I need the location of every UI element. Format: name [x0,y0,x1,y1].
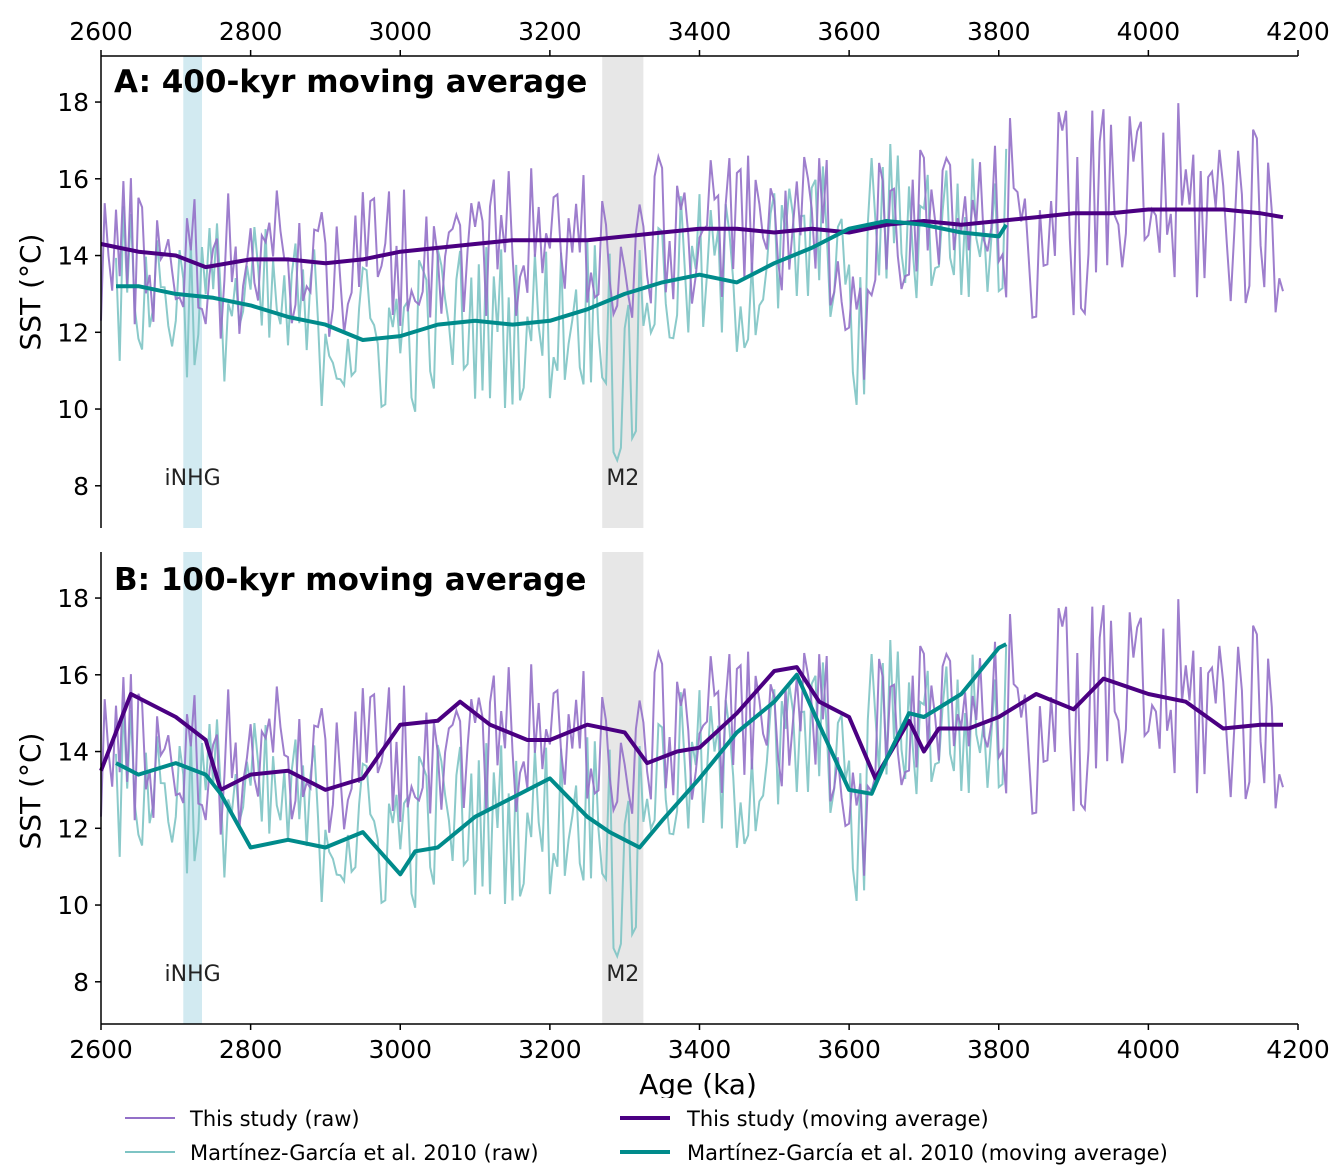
x-tick-label: 3800 [967,17,1031,46]
panel-a-smoothed-series [100,207,1284,342]
event-label-inhg: iNHG [165,466,221,491]
y-tick-label: 10 [57,891,89,920]
legend-label: Martínez-García et al. 2010 (moving aver… [687,1141,1168,1165]
x-tick-label: 2800 [219,1035,283,1064]
legend-label: Martínez-García et al. 2010 (raw) [190,1141,539,1165]
y-tick-label: 8 [73,472,89,501]
series-line-martinez-garcia-raw [115,143,1008,464]
panel-b-smoothed-series [99,642,1283,877]
x-tick-label: 3400 [668,1035,732,1064]
y-tick-label: 14 [57,242,89,271]
x-tick-label: 3600 [817,1035,881,1064]
panel-b-x-axis-label: Age (ka) [639,1068,757,1098]
series-line-mg-smooth [116,219,1008,342]
legend-label: This study (raw) [189,1107,360,1131]
series-line-this-study-raw [100,103,1284,380]
panel-a-y-axis-label: SST (°C) [14,234,47,351]
panel-a-axes: 8 10 12 14 16 18 2600 2800 3000 3200 3400 3600 3800 4… [57,17,1330,528]
legend: This study (raw) This study (moving aver… [125,1107,1168,1165]
x-tick-label: 4200 [1266,1035,1330,1064]
series-line-this-study-raw [100,599,1284,876]
x-tick-label: 2600 [69,1035,133,1064]
y-tick-label: 18 [57,584,89,613]
panel-b-event-bands [183,552,644,1024]
y-tick-label: 16 [57,661,89,690]
x-tick-label: 2600 [69,17,133,46]
sst-figure: 8 10 12 14 16 18 2600 2800 3000 3200 3400 3600 3800 4… [14,17,1330,1098]
legend-item-this-smooth: This study (moving average) [620,1107,989,1131]
series-line-this-smooth [100,207,1284,270]
panel-b: 8 10 12 14 16 18 2600 2800 3000 3200 3400 3600 3800 4… [14,552,1330,1098]
x-tick-label: 4000 [1117,1035,1181,1064]
x-tick-label: 3000 [368,1035,432,1064]
panel-b-y-axis-label: SST (°C) [14,733,47,850]
panel-a-raw-series [100,103,1284,464]
y-tick-label: 8 [73,968,89,997]
x-tick-label: 3200 [518,1035,582,1064]
legend-item-this-raw: This study (raw) [125,1107,360,1131]
y-tick-label: 10 [57,395,89,424]
legend-label: This study (moving average) [686,1107,989,1131]
series-line-mg-smooth [115,642,1008,877]
legend-item-mg-smooth: Martínez-García et al. 2010 (moving aver… [620,1141,1168,1165]
legend-item-mg-raw: Martínez-García et al. 2010 (raw) [125,1141,539,1165]
panel-b-title: B: 100-kyr moving average [114,562,586,598]
y-tick-label: 12 [57,318,89,347]
series-line-martinez-garcia-raw [115,639,1008,960]
panel-a: 8 10 12 14 16 18 2600 2800 3000 3200 3400 3600 3800 4… [14,17,1330,528]
panel-a-title: A: 400-kyr moving average [114,64,587,100]
series-line-this-smooth [99,665,1283,792]
panel-b-axes: 8 10 12 14 16 18 2600 2800 3000 3200 3400 3600 3800 4… [57,552,1330,1064]
x-tick-label: 4200 [1266,17,1330,46]
y-tick-label: 16 [57,165,89,194]
x-tick-label: 2800 [219,17,283,46]
panel-b-raw-series [100,599,1284,960]
y-tick-label: 18 [57,88,89,117]
x-tick-label: 3800 [967,1035,1031,1064]
x-tick-label: 4000 [1117,17,1181,46]
event-label-inhg: iNHG [165,962,221,987]
y-tick-label: 12 [57,814,89,843]
x-tick-label: 3400 [668,17,732,46]
x-tick-label: 3000 [368,17,432,46]
x-tick-label: 3200 [518,17,582,46]
y-tick-label: 14 [57,738,89,767]
panel-a-event-bands [183,56,644,528]
event-label-m2: M2 [606,466,639,491]
x-tick-label: 3600 [817,17,881,46]
event-label-m2: M2 [606,962,639,987]
